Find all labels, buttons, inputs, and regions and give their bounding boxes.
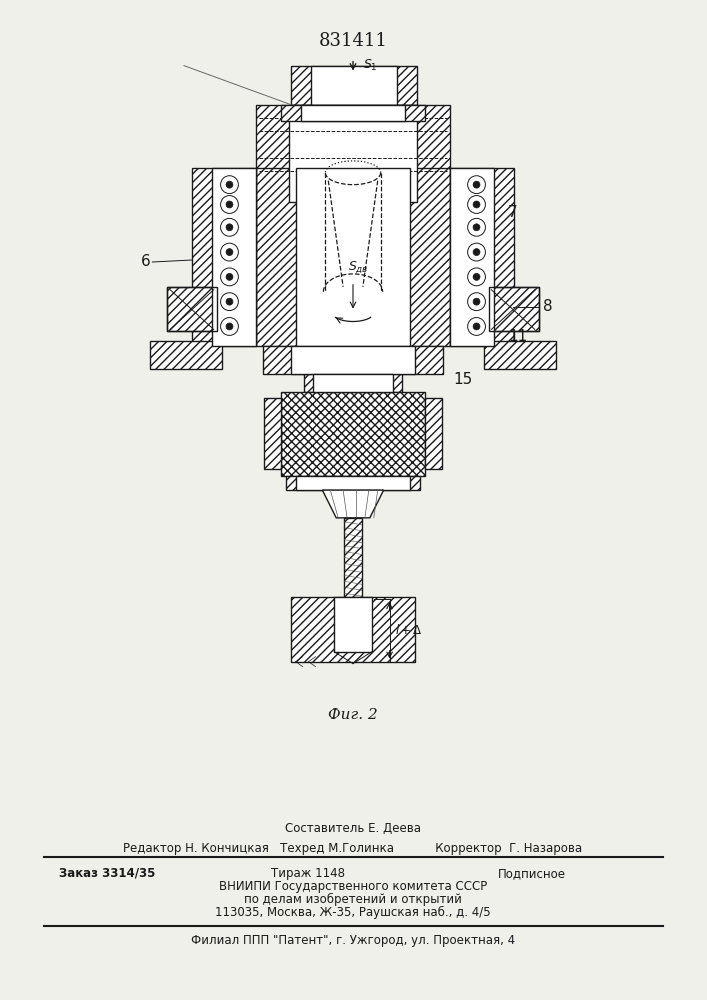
Circle shape <box>473 201 480 208</box>
Text: Фиг. 2: Фиг. 2 <box>328 708 378 722</box>
Bar <box>264 398 281 469</box>
Polygon shape <box>322 490 384 518</box>
Bar <box>303 374 402 392</box>
Text: по делам изобретений и открытий: по делам изобретений и открытий <box>244 893 462 906</box>
Bar <box>192 168 256 346</box>
Bar <box>263 346 443 374</box>
Bar <box>310 66 397 105</box>
Text: 113035, Москва, Ж-35, Раушская наб., д. 4/5: 113035, Москва, Ж-35, Раушская наб., д. … <box>215 906 491 919</box>
Bar <box>256 105 450 202</box>
Circle shape <box>473 298 480 305</box>
Text: $S_1$: $S_1$ <box>363 58 378 73</box>
Bar <box>168 287 216 331</box>
Bar <box>211 168 256 346</box>
Circle shape <box>226 323 233 330</box>
Bar <box>288 105 417 202</box>
Text: 11: 11 <box>508 329 527 344</box>
Circle shape <box>226 249 233 256</box>
Bar <box>489 287 539 331</box>
Bar <box>168 287 216 331</box>
Bar <box>296 476 410 490</box>
Bar <box>300 105 405 121</box>
Circle shape <box>221 318 238 335</box>
Text: 15: 15 <box>454 372 473 387</box>
Circle shape <box>226 298 233 305</box>
Text: Заказ 3314/35: Заказ 3314/35 <box>59 867 155 880</box>
Circle shape <box>221 218 238 236</box>
Circle shape <box>221 293 238 311</box>
Bar <box>334 597 372 652</box>
Text: 8: 8 <box>543 299 552 314</box>
Bar <box>286 476 420 490</box>
Text: 7: 7 <box>508 205 518 220</box>
Text: Составитель Е. Деева: Составитель Е. Деева <box>285 822 421 835</box>
Circle shape <box>467 196 486 213</box>
Circle shape <box>467 293 486 311</box>
Circle shape <box>221 176 238 194</box>
Circle shape <box>226 273 233 280</box>
Circle shape <box>221 268 238 286</box>
Text: 831411: 831411 <box>319 32 388 50</box>
Circle shape <box>226 224 233 231</box>
Circle shape <box>221 196 238 213</box>
Text: Тираж 1148: Тираж 1148 <box>271 867 345 880</box>
Bar <box>489 287 539 331</box>
Bar <box>296 168 410 346</box>
Bar <box>291 66 417 105</box>
Text: Филиал ППП "Патент", г. Ужгород, ул. Проектная, 4: Филиал ППП "Патент", г. Ужгород, ул. Про… <box>191 934 515 947</box>
Circle shape <box>467 268 486 286</box>
Circle shape <box>473 249 480 256</box>
Circle shape <box>473 323 480 330</box>
Bar <box>344 518 362 597</box>
Bar <box>425 398 442 469</box>
Bar <box>281 105 425 121</box>
Text: ВНИИПИ Государственного комитета СССР: ВНИИПИ Государственного комитета СССР <box>219 880 487 893</box>
Bar <box>450 168 494 346</box>
Bar <box>291 346 415 374</box>
Circle shape <box>473 273 480 280</box>
Text: Редактор Н. Кончицкая   Техред М.Голинка           Корректор  Г. Назарова: Редактор Н. Кончицкая Техред М.Голинка К… <box>124 842 583 855</box>
Bar <box>281 392 425 476</box>
Circle shape <box>226 181 233 188</box>
Circle shape <box>467 176 486 194</box>
Circle shape <box>467 218 486 236</box>
Circle shape <box>467 243 486 261</box>
Bar <box>256 168 450 346</box>
Circle shape <box>226 201 233 208</box>
Bar <box>313 374 392 392</box>
Text: Подписное: Подписное <box>498 867 566 880</box>
Bar <box>151 341 221 369</box>
Bar <box>291 597 415 662</box>
Circle shape <box>473 181 480 188</box>
Text: 6: 6 <box>141 254 151 269</box>
Bar <box>484 341 556 369</box>
Circle shape <box>473 224 480 231</box>
Bar <box>450 168 514 346</box>
Text: $l+\Delta$: $l+\Delta$ <box>395 623 422 637</box>
Text: $S_{дв}$: $S_{дв}$ <box>348 259 368 275</box>
Circle shape <box>221 243 238 261</box>
Circle shape <box>467 318 486 335</box>
